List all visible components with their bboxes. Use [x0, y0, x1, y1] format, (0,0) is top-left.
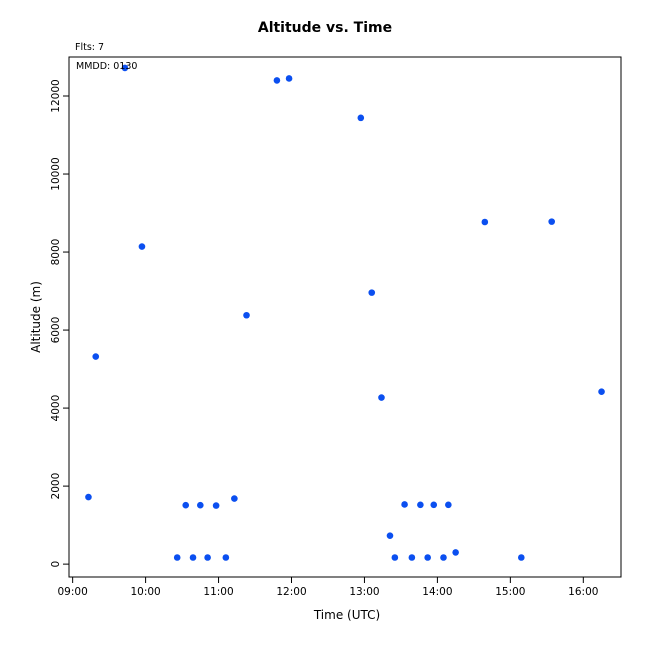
y-tick-label: 0 — [50, 561, 62, 568]
y-tick-label: 6000 — [50, 317, 62, 344]
data-point — [440, 554, 447, 561]
plot-frame — [68, 56, 622, 578]
data-point — [401, 501, 408, 508]
data-point — [173, 554, 181, 561]
data-point — [138, 243, 146, 250]
data-point — [222, 554, 230, 561]
data-point — [182, 501, 190, 509]
x-axis-ticks: 09:00 10:00 11:00 12:00 13:00 14:00 15:00 16:00 — [58, 577, 598, 598]
data-point — [517, 554, 525, 561]
x-tick-label: 15:00 — [495, 586, 525, 598]
data-point — [386, 532, 394, 539]
x-tick-label: 10:00 — [130, 586, 160, 598]
data-point — [212, 502, 220, 509]
y-axis-ticks: 0 2000 4000 6000 8000 10000 12000 — [50, 79, 69, 567]
data-point — [408, 554, 416, 561]
data-point — [204, 554, 211, 561]
data-point — [231, 495, 238, 502]
data-point — [273, 77, 281, 84]
data-point — [430, 501, 438, 509]
x-tick-label: 09:00 — [58, 586, 88, 598]
data-point — [424, 554, 431, 561]
data-point — [481, 218, 489, 226]
data-point — [92, 353, 100, 360]
x-tick-label: 11:00 — [203, 586, 233, 598]
x-axis-label: Time (UTC) — [313, 608, 380, 622]
data-point — [548, 218, 555, 225]
data-point — [391, 554, 399, 561]
data-point — [452, 549, 459, 556]
y-tick-label: 4000 — [50, 395, 62, 422]
data-point — [189, 554, 197, 561]
data-point — [598, 388, 605, 396]
data-points — [85, 64, 605, 561]
data-point — [357, 114, 365, 122]
flights-count-label: Flts: 7 — [75, 42, 105, 53]
plot-frame-layer — [68, 56, 622, 578]
chart-title: Altitude vs. Time — [257, 20, 393, 36]
data-point — [243, 311, 250, 319]
data-point — [85, 493, 92, 501]
x-tick-label: 14:00 — [422, 586, 452, 598]
y-tick-label: 8000 — [50, 239, 62, 266]
data-point — [285, 75, 293, 82]
y-axis-label: Altitude (m) — [29, 281, 43, 353]
data-point — [121, 64, 129, 72]
x-tick-label: 13:00 — [349, 586, 379, 598]
x-tick-label: 16:00 — [568, 586, 598, 598]
y-tick-label: 12000 — [50, 79, 62, 112]
mmdd-annotation: MMDD: 0130 — [76, 61, 137, 72]
x-tick-label: 12:00 — [276, 586, 306, 598]
data-point — [368, 289, 376, 296]
data-point — [197, 501, 204, 509]
y-tick-label: 2000 — [50, 473, 62, 500]
y-tick-label: 10000 — [50, 157, 62, 190]
data-point — [378, 394, 385, 401]
data-point — [417, 501, 424, 509]
data-point — [445, 501, 452, 509]
